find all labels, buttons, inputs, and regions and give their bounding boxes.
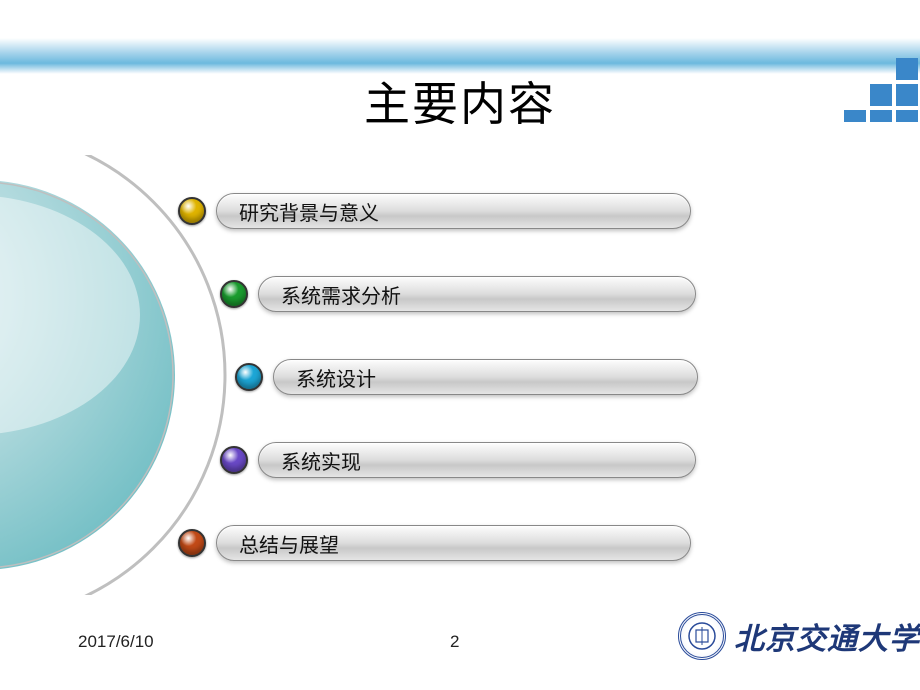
bullet-icon [178,529,206,557]
bullet-icon [178,197,206,225]
bullet-icon [220,446,248,474]
toc-label: 总结与展望 [239,529,339,558]
university-name: 北京交通大学 [734,614,920,658]
items-container: 研究背景与意义系统需求分析系统设计系统实现总结与展望 [0,155,920,585]
toc-item-5: 总结与展望 [178,525,691,561]
toc-item-1: 研究背景与意义 [178,193,691,229]
page-title: 主要内容 [0,68,920,134]
slide: 主要内容 研究背景与意义系统需求分析系统设计系统实现总结与展望 2017/6/1… [0,0,920,690]
toc-item-3: 系统设计 [235,359,698,395]
bullet-icon [220,280,248,308]
university-logo: 北京交通大学 [678,612,920,660]
footer-date: 2017/6/10 [78,632,154,652]
toc-pill: 研究背景与意义 [216,193,691,229]
toc-label: 系统需求分析 [281,280,401,309]
toc-item-2: 系统需求分析 [220,276,696,312]
toc-pill: 系统需求分析 [258,276,696,312]
toc-item-4: 系统实现 [220,442,696,478]
toc-label: 研究背景与意义 [239,197,379,226]
toc-pill: 系统设计 [273,359,698,395]
toc-label: 系统设计 [296,363,376,392]
bullet-icon [235,363,263,391]
university-seal-icon [678,612,726,660]
toc-label: 系统实现 [281,446,361,475]
toc-pill: 总结与展望 [216,525,691,561]
footer-page-number: 2 [450,632,459,652]
toc-pill: 系统实现 [258,442,696,478]
